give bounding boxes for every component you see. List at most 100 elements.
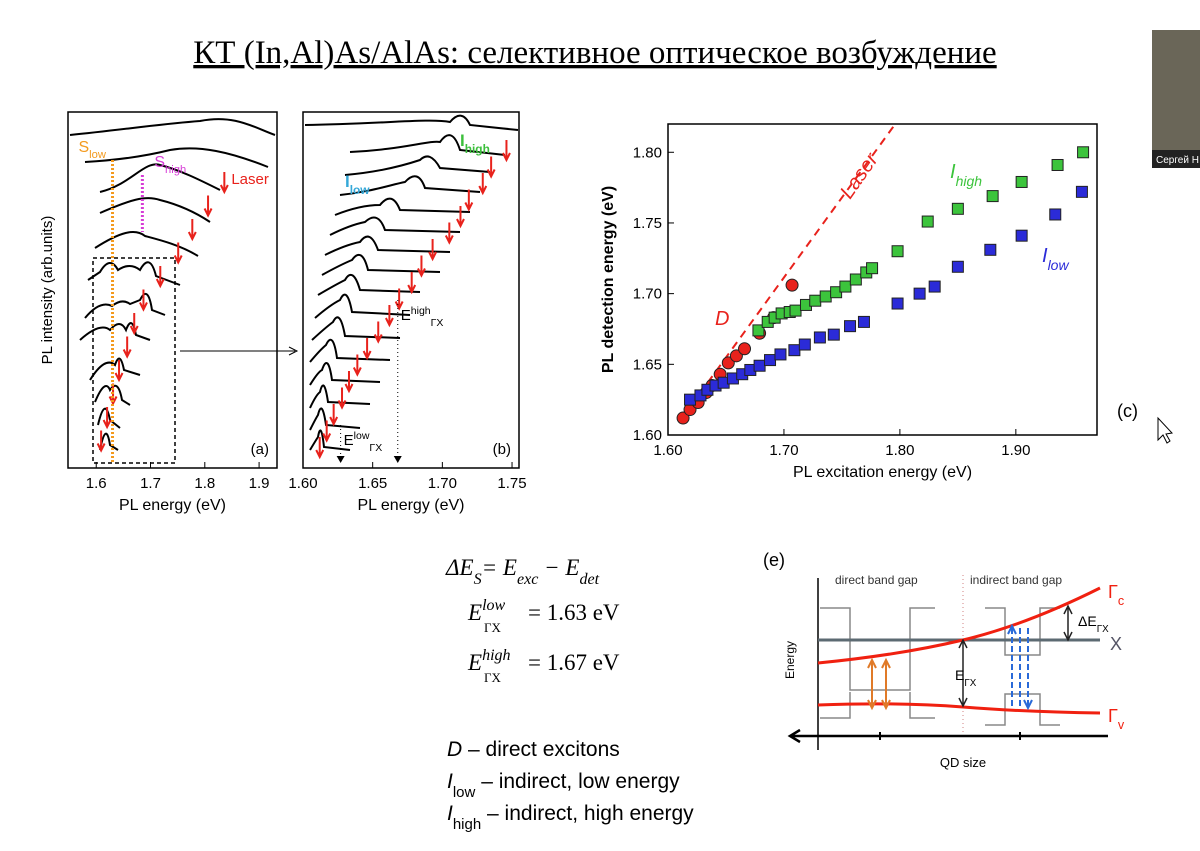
text-part: I <box>950 161 956 183</box>
point <box>676 411 690 425</box>
laser-arrow <box>129 313 139 336</box>
band-label: Γc <box>1108 582 1124 608</box>
superscript: low <box>482 597 505 614</box>
panel-label: (e) <box>763 550 785 570</box>
point <box>921 215 934 228</box>
panel-label: (c) <box>1117 401 1138 421</box>
region-label: indirect band gap <box>970 573 1062 587</box>
annotation: Ihigh <box>460 131 490 156</box>
text-part: I <box>345 172 350 191</box>
note-text: – indirect, high energy <box>481 802 694 825</box>
laser-arrow <box>329 404 339 427</box>
laser-arrow <box>444 222 454 245</box>
laser-arrow <box>139 289 148 312</box>
plot-frame <box>667 123 1098 436</box>
point <box>752 324 765 337</box>
laser-arrow <box>428 239 437 262</box>
spectra-b <box>304 114 519 451</box>
x-tick-label: 1.75 <box>497 475 526 492</box>
plot-frame <box>302 111 520 469</box>
point <box>753 359 766 372</box>
x-axis-label: PL energy (eV) <box>119 497 226 514</box>
mouse-cursor <box>1157 416 1174 444</box>
point <box>1015 175 1028 188</box>
text-part: E <box>564 555 579 580</box>
point <box>984 243 997 256</box>
text-part: Laser <box>836 148 883 203</box>
subscript: ΓX <box>1097 624 1109 635</box>
text-part: Γ <box>1108 582 1118 602</box>
x-tick-label: 1.90 <box>1001 442 1030 459</box>
laser-arrow <box>322 420 332 443</box>
subscript: c <box>1118 594 1124 608</box>
laser-arrow <box>417 255 426 278</box>
laser-arrow <box>394 288 404 311</box>
point <box>785 278 799 292</box>
point <box>839 280 852 293</box>
laser-arrow <box>362 338 372 361</box>
zoom-arrow <box>180 346 299 356</box>
x-tick-label: 1.6 <box>86 475 107 492</box>
text-part: ΔE <box>445 555 474 580</box>
note-text: – indirect, low energy <box>475 770 680 793</box>
series-label: Ilow <box>1042 245 1069 273</box>
laser-arrow <box>122 336 132 359</box>
superscript: high <box>482 647 510 664</box>
laser-arrow <box>352 354 362 377</box>
point <box>891 245 904 258</box>
series-label: Ihigh <box>950 161 982 189</box>
points <box>676 124 1090 425</box>
text-part: − <box>538 555 565 580</box>
text-part: S <box>79 139 90 156</box>
point <box>684 393 697 406</box>
laser-arrow <box>114 360 124 383</box>
text-part: = <box>482 555 503 580</box>
webcam <box>1152 30 1200 168</box>
y-tick-label: 1.65 <box>633 356 662 373</box>
point <box>928 280 941 293</box>
laser-label: Laser <box>231 171 269 188</box>
laser-arrow <box>337 387 347 410</box>
note: Ihigh – indirect, high energy <box>447 802 694 833</box>
webcam-name: Сергей Н <box>1156 155 1199 166</box>
subscript: high <box>165 164 186 176</box>
marker-label: Slow <box>79 139 107 161</box>
point <box>866 262 879 275</box>
subscript: high <box>956 173 983 189</box>
edge-marker <box>336 456 345 463</box>
x-tick-label: 1.60 <box>653 442 682 459</box>
subscript: ΓX <box>431 317 444 329</box>
laser-arrow <box>456 206 465 229</box>
edge-label: ElowΓX <box>344 430 383 454</box>
laser-arrow <box>373 321 383 344</box>
point <box>1051 158 1064 171</box>
laser-arrow <box>96 430 106 453</box>
note: Ilow – indirect, low energy <box>447 770 680 801</box>
laser-arrow <box>315 437 325 460</box>
band-label: Γv <box>1108 706 1125 732</box>
formula: Elow ΓX = 1.63 eV <box>467 597 620 635</box>
subscript: high <box>453 816 481 833</box>
y-tick-label: 1.70 <box>633 286 662 303</box>
subscript: det <box>579 571 599 588</box>
text-part: D <box>715 308 729 330</box>
laser-arrow <box>173 242 183 265</box>
point <box>849 273 862 286</box>
text-part: S <box>154 154 165 171</box>
subscript: low <box>453 784 476 801</box>
series-label: D <box>715 308 729 330</box>
laser-arrow <box>407 272 417 295</box>
superscript: high <box>411 305 431 317</box>
note-symbol: I <box>447 770 453 793</box>
point <box>813 331 826 344</box>
text-part: ΔE <box>1078 613 1097 629</box>
webcam-bar <box>1152 150 1200 168</box>
subscript: v <box>1118 718 1125 732</box>
subscript: ΓX <box>484 670 502 685</box>
x-tick-label: 1.65 <box>358 475 387 492</box>
gap-label: ΔEΓX <box>1078 613 1109 635</box>
point <box>1077 146 1090 159</box>
point <box>721 356 735 370</box>
